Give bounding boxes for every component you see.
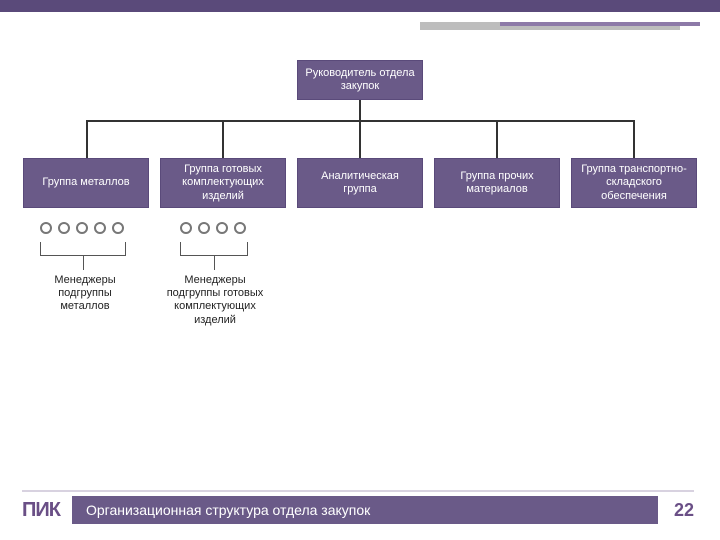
manager-circle-icon: [216, 222, 228, 234]
manager-circle-icon: [76, 222, 88, 234]
node-root: Руководитель отдела закупок: [297, 60, 423, 100]
connector-root-vertical: [359, 100, 361, 120]
connector-child-1: [222, 120, 224, 158]
footer: ПИК Организационная структура отдела зак…: [0, 496, 720, 524]
manager-circle-icon: [112, 222, 124, 234]
footer-divider: [22, 490, 694, 492]
node-child-1: Группа готовых комплектующих изделий: [160, 158, 286, 208]
logo-text: ПИК: [22, 499, 60, 522]
manager-circle-icon: [58, 222, 70, 234]
bracket-0: [40, 242, 126, 256]
bracket-stem-0: [83, 256, 84, 270]
logo: ПИК: [22, 499, 60, 522]
managers-label-0: Менеджеры подгруппы металлов: [40, 274, 130, 314]
connector-child-2: [359, 120, 361, 158]
top-decor-bar-1: [0, 0, 720, 12]
manager-circle-icon: [94, 222, 106, 234]
connector-child-0: [86, 120, 88, 158]
manager-circle-icon: [40, 222, 52, 234]
bracket-1: [180, 242, 248, 256]
node-child-3: Группа прочих материалов: [434, 158, 560, 208]
manager-circle-icon: [180, 222, 192, 234]
bracket-stem-1: [214, 256, 215, 270]
connector-child-4: [633, 120, 635, 158]
manager-circles-1: [180, 222, 246, 234]
node-child-4: Группа транспортно-складского обеспечени…: [571, 158, 697, 208]
page-number: 22: [674, 500, 694, 521]
node-child-0: Группа металлов: [23, 158, 149, 208]
manager-circles-0: [40, 222, 124, 234]
managers-label-1: Менеджеры подгруппы готовых комплектующи…: [165, 274, 265, 327]
manager-circle-icon: [198, 222, 210, 234]
node-child-2: Аналитическая группа: [297, 158, 423, 208]
slide-title-bar: Организационная структура отдела закупок: [72, 496, 658, 524]
connector-child-3: [496, 120, 498, 158]
slide: Руководитель отдела закупок Группа метал…: [0, 0, 720, 540]
top-decor-bar-3: [500, 22, 700, 26]
manager-circle-icon: [234, 222, 246, 234]
